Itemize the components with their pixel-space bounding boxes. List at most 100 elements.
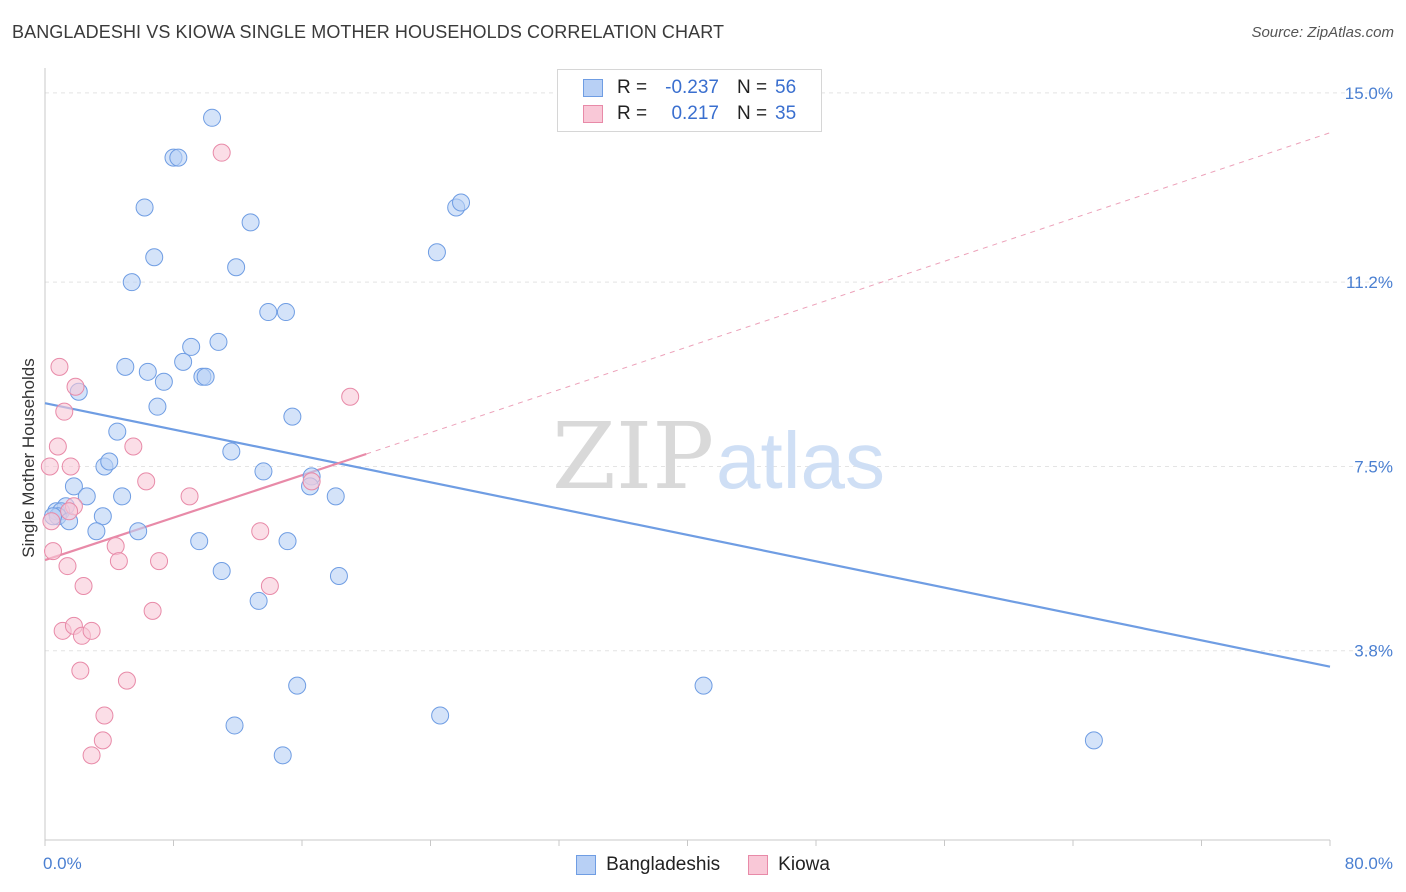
point-bangladeshis	[225, 716, 244, 735]
n-label: N =	[737, 103, 768, 124]
series-legend: Bangladeshis Kiowa	[0, 852, 1406, 878]
point-kiowa	[143, 601, 162, 620]
point-kiowa	[42, 512, 61, 531]
y-axis-label: Single Mother Households	[19, 358, 38, 557]
correlation-legend: R = -0.237 N = 56 R = 0.217 N = 35	[557, 69, 822, 132]
watermark-atlas: atlas	[716, 416, 885, 505]
point-bangladeshis	[113, 487, 132, 506]
point-kiowa	[117, 671, 136, 690]
point-kiowa	[61, 457, 80, 476]
point-bangladeshis	[169, 148, 188, 167]
point-kiowa	[212, 143, 231, 162]
legend-item-kiowa: Kiowa	[748, 854, 830, 876]
r-label: R =	[617, 103, 648, 124]
n-label: N =	[737, 77, 768, 98]
legend-row-kiowa: R = 0.217 N = 35	[583, 102, 796, 126]
point-bangladeshis	[276, 303, 295, 322]
point-bangladeshis	[694, 676, 713, 695]
point-bangladeshis	[278, 532, 297, 551]
point-bangladeshis	[148, 397, 167, 416]
legend-swatch-bangladeshis	[583, 79, 603, 97]
point-bangladeshis	[122, 273, 141, 292]
trendline-kiowa	[366, 132, 1331, 455]
point-kiowa	[150, 552, 169, 571]
point-kiowa	[137, 472, 156, 491]
trendline-bangladeshis	[44, 402, 1331, 668]
y-tick-label: 7.5%	[1354, 457, 1393, 476]
point-kiowa	[82, 746, 101, 765]
point-bangladeshis	[329, 567, 348, 586]
point-bangladeshis	[241, 213, 260, 232]
point-kiowa	[74, 576, 93, 595]
point-bangladeshis	[116, 357, 135, 376]
chart-title: BANGLADESHI VS KIOWA SINGLE MOTHER HOUSE…	[12, 22, 725, 42]
point-bangladeshis	[288, 676, 307, 695]
point-bangladeshis	[283, 407, 302, 426]
point-kiowa	[106, 537, 125, 556]
source-label: Source: ZipAtlas.com	[1251, 24, 1394, 41]
point-bangladeshis	[259, 303, 278, 322]
point-bangladeshis	[100, 452, 119, 471]
r-label: R =	[617, 77, 648, 98]
point-bangladeshis	[196, 367, 215, 386]
point-kiowa	[48, 437, 67, 456]
point-kiowa	[302, 472, 321, 491]
point-bangladeshis	[145, 248, 164, 267]
point-bangladeshis	[135, 198, 154, 217]
point-bangladeshis	[174, 352, 193, 371]
point-kiowa	[44, 542, 63, 561]
point-bangladeshis	[452, 193, 471, 212]
point-bangladeshis	[222, 442, 241, 461]
data-points	[40, 108, 1103, 765]
trend-lines	[44, 132, 1331, 668]
n-value: 35	[775, 103, 797, 124]
legend-swatch-bangladeshis	[576, 855, 597, 875]
point-bangladeshis	[427, 243, 446, 262]
point-kiowa	[93, 731, 112, 750]
point-bangladeshis	[203, 108, 222, 127]
point-bangladeshis	[138, 362, 157, 381]
point-kiowa	[180, 487, 199, 506]
r-value: -0.237	[665, 77, 719, 98]
point-kiowa	[40, 457, 59, 476]
point-kiowa	[55, 402, 74, 421]
point-kiowa	[66, 377, 85, 396]
n-value: 56	[775, 77, 797, 98]
y-tick-labels: 3.8% 7.5% 11.2% 15.0%	[1345, 84, 1393, 661]
point-kiowa	[109, 552, 128, 571]
point-bangladeshis	[93, 507, 112, 526]
point-kiowa	[260, 576, 279, 595]
point-bangladeshis	[254, 462, 273, 481]
point-bangladeshis	[190, 532, 209, 551]
legend-label-kiowa: Kiowa	[778, 854, 830, 875]
point-bangladeshis	[209, 332, 228, 351]
point-bangladeshis	[273, 746, 292, 765]
point-bangladeshis	[129, 522, 148, 541]
point-bangladeshis	[77, 487, 96, 506]
point-bangladeshis	[249, 591, 268, 610]
point-kiowa	[60, 502, 79, 521]
point-kiowa	[251, 522, 270, 541]
axes	[44, 68, 1331, 846]
point-bangladeshis	[431, 706, 450, 725]
point-kiowa	[124, 437, 143, 456]
x-tick-label: 80.0%	[1345, 854, 1393, 873]
point-kiowa	[50, 357, 69, 376]
legend-row-bangladeshis: R = -0.237 N = 56	[583, 76, 796, 100]
legend-swatch-kiowa	[748, 855, 769, 875]
watermark-zip: ZIP	[552, 403, 714, 510]
point-kiowa	[58, 557, 77, 576]
y-tick-label: 3.8%	[1354, 642, 1393, 661]
x-tick-labels: 0.0% 80.0%	[43, 854, 1393, 873]
point-kiowa	[341, 387, 360, 406]
point-bangladeshis	[154, 372, 173, 391]
point-bangladeshis	[108, 422, 127, 441]
point-kiowa	[71, 661, 90, 680]
y-tick-label: 15.0%	[1345, 84, 1393, 103]
legend-label-bangladeshis: Bangladeshis	[606, 854, 721, 875]
point-kiowa	[95, 706, 114, 725]
point-bangladeshis	[87, 522, 106, 541]
point-bangladeshis	[212, 562, 231, 581]
x-tick-label: 0.0%	[43, 854, 82, 873]
